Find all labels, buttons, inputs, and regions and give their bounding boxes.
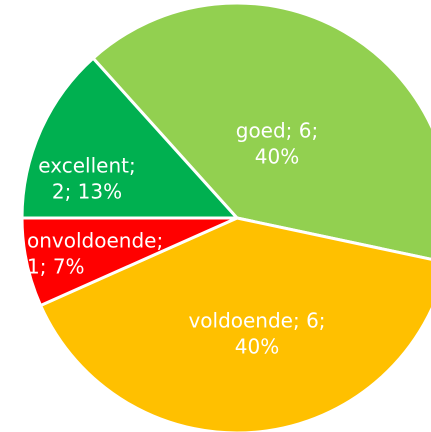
data-label: 40%: [255, 145, 299, 169]
data-label: 1; 7%: [27, 255, 85, 279]
pie-slice: [20, 56, 241, 220]
data-label: voldoende; 6;: [188, 309, 325, 333]
data-label: 2; 13%: [52, 180, 122, 204]
data-label: goed; 6;: [236, 119, 319, 143]
data-label: excellent;: [38, 154, 135, 178]
data-label: onvoldoende;: [27, 229, 163, 253]
pie-slice: [91, 1, 431, 261]
data-label: 40%: [235, 335, 279, 359]
